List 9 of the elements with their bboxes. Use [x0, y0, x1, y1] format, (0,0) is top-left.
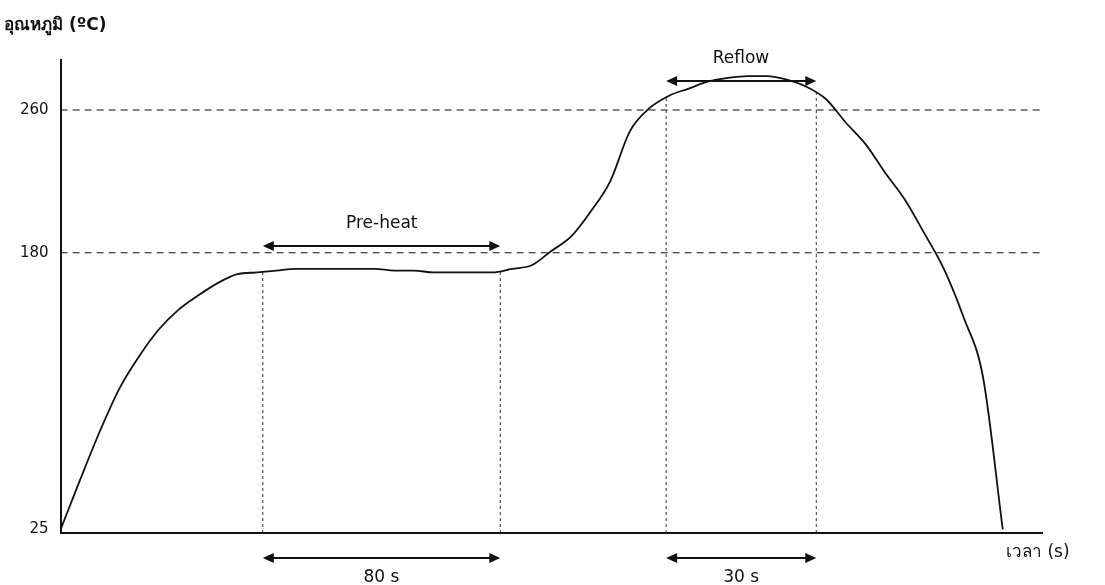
annotation: Pre-heat	[346, 211, 418, 232]
x-axis-title: เวลา (s)	[1006, 540, 1070, 563]
text: 80 s	[363, 566, 400, 585]
text: 30 s	[723, 566, 760, 585]
y-tick-label: 260	[19, 99, 49, 118]
y-tick-label: 180	[19, 242, 49, 261]
y-axis-title: อุณหภูมิ (ºC)	[4, 13, 107, 37]
annotation: Reflow	[712, 47, 770, 68]
y-tick-label: 25	[29, 519, 49, 538]
